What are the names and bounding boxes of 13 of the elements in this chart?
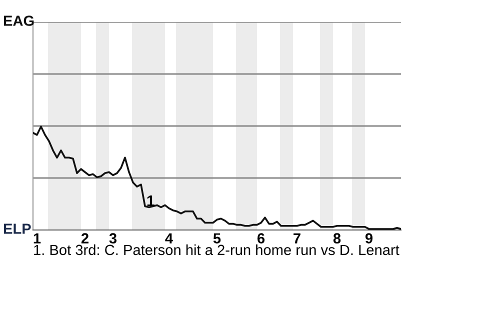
x-tick-label: 6 xyxy=(257,233,265,244)
x-tick-label: 2 xyxy=(81,233,88,244)
x-tick-label: 3 xyxy=(109,233,117,244)
text: 1. Bot 3rd: C. Paterson hit a 2-run home run vs D. Lenart xyxy=(34,244,400,256)
x-tick-label: 9 xyxy=(365,233,373,244)
x-tick-label: 8 xyxy=(333,233,341,244)
x-tick-label: 4 xyxy=(165,233,173,244)
ref-line-label: EAG xyxy=(4,16,34,26)
x-tick-label: 7 xyxy=(294,233,300,244)
x-tick-label: 1 xyxy=(34,233,41,244)
text: ELP xyxy=(4,224,31,234)
x-tick-label: 5 xyxy=(213,233,221,244)
annotation: 1 xyxy=(147,196,154,206)
